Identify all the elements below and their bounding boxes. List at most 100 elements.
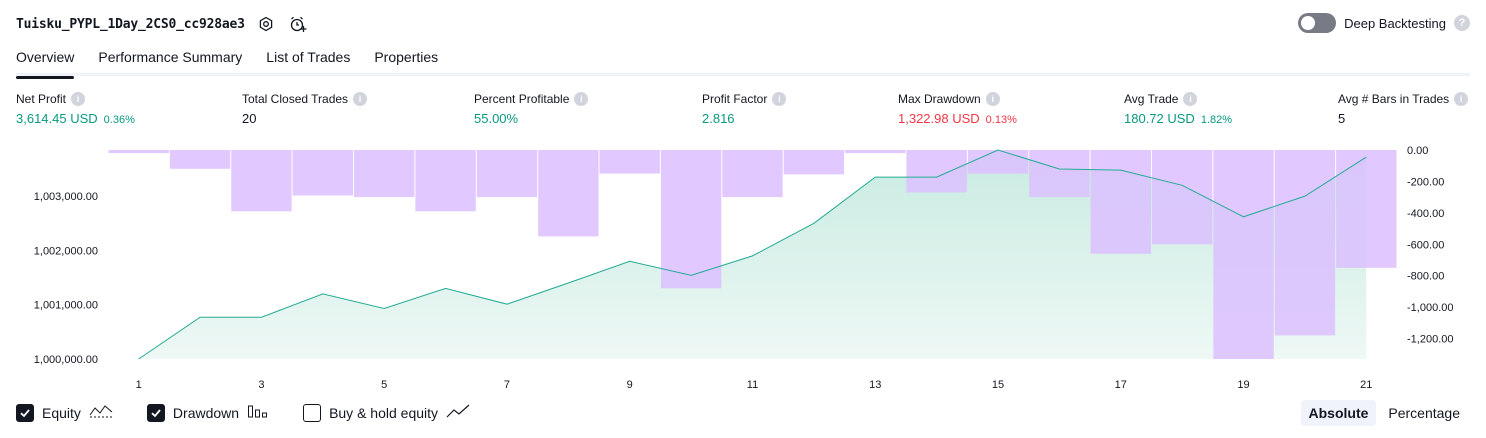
metric-label: Max Drawdown [898,92,981,106]
drawdown-bar [722,150,783,198]
x-tick-label: 19 [1237,379,1249,391]
y-right-tick-label: -600.00 [1407,239,1444,251]
drawdown-label: Drawdown [172,404,240,421]
y-left-tick-label: 1,002,000.00 [34,245,98,257]
y-left-tick-label: 1,003,000.00 [34,191,98,203]
metric-value: 55.00% [474,111,519,126]
info-icon[interactable]: i [353,92,368,106]
help-icon[interactable]: ? [1454,15,1470,31]
equity-label: Equity [42,404,81,421]
metric-label: Profit Factor [702,92,768,106]
metric-percent: 1.82% [1200,114,1233,126]
drawdown-bar [1274,150,1336,336]
deep-backtesting-toggle[interactable] [1298,13,1337,33]
x-tick-label: 9 [627,379,633,391]
drawdown-checkbox[interactable] [146,403,165,422]
drawdown-bar [845,150,906,154]
info-icon[interactable]: i [1183,92,1198,106]
drawdown-bar [476,150,538,198]
metric-value: 1,322.98 USD [898,111,980,126]
metric-value: 5 [1338,111,1346,126]
x-tick-label: 11 [747,379,758,391]
drawdown-bar [1336,150,1397,268]
buy-hold-checkbox[interactable] [303,403,322,422]
metric-avg-trade: Avg Trade i 180.72 USD 1.82% [1124,92,1232,126]
metric-avg-bars-in-trades: Avg # Bars in Trades i 5 [1338,92,1469,126]
info-icon[interactable]: i [985,92,1000,106]
equity-line [138,149,1367,360]
alarm-add-icon[interactable] [287,13,309,35]
drawdown-bar [967,150,1029,174]
drawdown-bar [169,150,231,169]
drawdown-bar [1090,150,1151,254]
metric-label: Avg # Bars in Trades [1338,92,1450,106]
drawdown-bars-icon [247,403,269,422]
display-mode-switch: Absolute Percentage [1300,400,1469,426]
metric-value: 3,614.45 USD [16,111,98,126]
percentage-button[interactable]: Percentage [1388,405,1460,421]
metric-net-profit: Net Profit i 3,614.45 USD 0.36% [16,92,135,126]
tab-performance-summary[interactable]: Performance Summary [98,49,243,65]
tab-overview[interactable]: Overview [16,44,75,79]
metric-label: Avg Trade [1124,92,1179,106]
metric-max-drawdown: Max Drawdown i 1,322.98 USD 0.13% [898,92,1017,126]
header: Tuisku_PYPL_1Day_2CS0_cc928ae3 [16,10,309,38]
drawdown-bar [1029,150,1090,198]
buy-hold-line-icon [446,403,470,422]
metric-value: 180.72 USD [1124,111,1195,126]
metric-label: Net Profit [16,92,67,106]
x-tick-label: 1 [136,379,142,391]
equity-drawdown-chart[interactable]: 1,000,000.00 1,001,000.00 1,002,000.00 1,00… [0,140,1486,398]
tab-list-of-trades[interactable]: List of Trades [266,49,351,65]
drawdown-bar [538,150,599,237]
metric-value: 2.816 [702,111,735,126]
y-right-tick-label: -1,000.00 [1407,302,1453,314]
x-tick-label: 15 [992,379,1004,391]
tab-properties[interactable]: Properties [374,49,439,65]
info-icon[interactable]: i [772,92,787,106]
x-tick-label: 17 [1115,379,1127,391]
metrics-row: Net Profit i 3,614.45 USD 0.36% Total Clos… [0,92,1486,132]
y-right-tick-label: -400.00 [1407,208,1444,220]
drawdown-toggle[interactable]: Drawdown [146,403,269,422]
drawdown-bar [231,150,292,212]
y-right-tick-label: -200.00 [1407,176,1444,188]
equity-area [138,150,1367,359]
buy-hold-toggle[interactable]: Buy & hold equity [303,403,470,422]
metric-value: 20 [242,111,257,126]
drawdown-bar [415,150,476,212]
drawdown-bar [1213,150,1274,359]
metric-percent-profitable: Percent Profitable i 55.00% [474,92,589,126]
metric-total-closed-trades: Total Closed Trades i 20 [242,92,368,126]
equity-line-icon [89,403,113,422]
y-left-tick-label: 1,000,000.00 [34,354,98,366]
tab-bar: Overview Performance Summary List of Tra… [16,44,1470,79]
drawdown-bar [599,150,660,174]
x-tick-label: 21 [1360,379,1372,391]
y-right-tick-label: 0.00 [1407,145,1428,157]
x-tick-label: 5 [381,379,387,391]
metric-profit-factor: Profit Factor i 2.816 [702,92,787,126]
equity-toggle[interactable]: Equity [16,403,113,422]
drawdown-bar [108,150,169,154]
metric-percent: 0.13% [985,114,1017,126]
info-icon[interactable]: i [1454,92,1469,106]
x-tick-label: 3 [258,379,264,391]
info-icon[interactable]: i [574,92,589,106]
metric-label: Total Closed Trades [242,92,349,106]
absolute-button[interactable]: Absolute [1300,400,1377,426]
drawdown-bar [292,150,354,196]
y-right-tick-label: -800.00 [1407,271,1444,283]
y-right-tick-label: -1,200.00 [1407,334,1453,346]
equity-checkbox[interactable] [16,403,34,422]
buy-hold-label: Buy & hold equity [329,404,439,421]
drawdown-bar [660,150,722,289]
gear-icon[interactable] [255,13,277,35]
metric-percent: 0.36% [103,114,135,126]
x-tick-label: 13 [869,379,881,391]
drawdown-bar [906,150,967,193]
info-icon[interactable]: i [71,92,86,106]
x-tick-label: 7 [504,379,510,391]
deep-backtesting-label: Deep Backtesting [1344,15,1446,31]
metric-label: Percent Profitable [474,92,570,106]
